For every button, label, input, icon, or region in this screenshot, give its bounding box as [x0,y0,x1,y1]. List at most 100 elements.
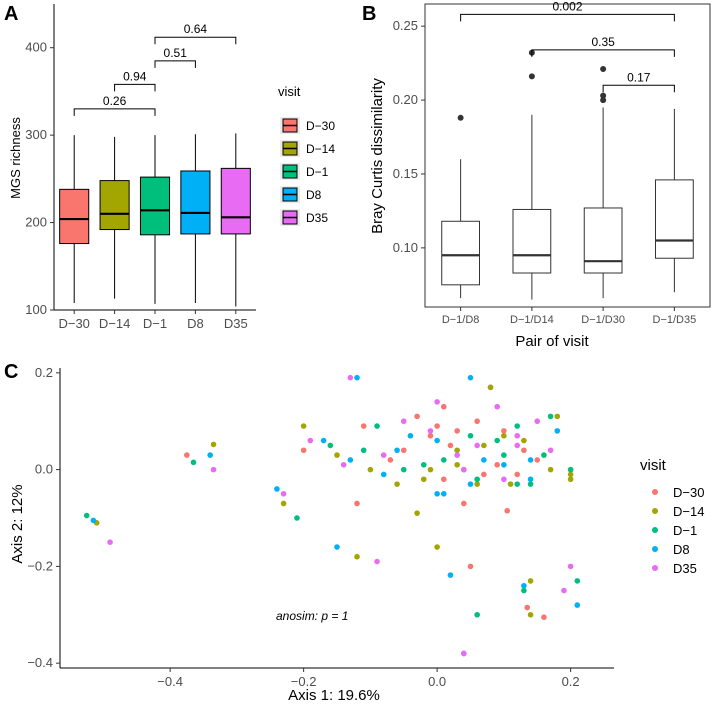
panel-c-point [387,457,394,463]
panel-c-legend-marker [652,527,658,533]
panel-a-plot: 100 200 300 400 D−30 D−14 D−1 D8 D35 0.26 0.94 0.51… [25,4,256,331]
panel-a-box [59,188,90,245]
panel-c-point [210,466,217,473]
panel-c-point [190,459,197,466]
panel-a: MGS richness 100 200 300 400 D−30 D−14 D−1 D8 D3… [8,4,335,331]
panel-c-point [434,544,440,550]
panel-a-xtick-label: D−30 [58,316,89,331]
panel-c-point [454,428,460,434]
panel-c-point [494,403,500,410]
panel-c-point [527,578,534,584]
panel-c-point [534,457,541,463]
panel-c-point [280,491,287,497]
panel-c-point [420,461,427,468]
panel-c-point [434,437,440,444]
panel-c-legend: D−30 D−14 D−1 D8 D35 [652,485,704,576]
panel-b-xtick-label: D−1/D35 [653,314,697,326]
panel-c-point [434,399,440,405]
panel-c-point [400,466,407,473]
panel-b-box [583,207,623,274]
panel-c-point [454,452,460,458]
panel-a-comparison-pvalue: 0.51 [164,46,188,60]
panel-a-legend: D−30 D−14 D−1 D8 D35 [280,117,335,226]
panel-a-box [180,170,211,235]
panel-c-point [394,447,400,454]
panel-a-legend-label: D8 [306,188,322,202]
panel-a-xtick-label: D−14 [99,316,130,331]
panel-c-point [440,476,447,483]
panel-a-ytick-label: 400 [25,40,47,55]
panel-c-point [554,413,561,420]
panel-c-point [501,428,507,434]
panel-c-legend-marker [652,508,658,514]
panel-a-xtick-label: D−1 [143,316,167,331]
panel-c-point [327,442,334,449]
panel-c-point [210,441,217,448]
panel-c-point [360,423,367,429]
panel-b-comparison-pvalue: 0.002 [552,0,582,13]
panel-c-ytick-label: −0.4 [27,655,53,670]
panel-b-outlier [457,114,464,121]
panel-c-point [514,471,521,478]
panel-c-point [514,423,521,429]
panel-c-point [524,604,531,611]
panel-c-point [521,587,527,594]
panel-c-point [461,466,467,473]
panel-c-point [400,447,407,454]
panel-a-box [99,180,130,231]
panel-c-point [340,461,347,468]
panel-c-point [447,442,454,449]
panel-c-point [207,452,213,458]
panel-a-comparison-bracket [154,60,196,68]
panel-a-ytick-label: 100 [25,302,47,317]
panel-label-c: C [4,361,18,383]
panel-c-point [334,452,340,458]
panel-c-point [504,507,511,514]
panel-c-legend-label: D−1 [673,523,697,538]
panel-c-point [374,423,380,429]
panel-c-point [307,437,314,444]
panel-c-point [414,510,420,516]
panel-c-point [107,539,113,545]
panel-c-point [474,442,480,449]
panel-c-point [90,517,97,524]
panel-c-point [547,466,554,473]
panel-a-comparison-pvalue: 0.26 [103,94,127,108]
panel-c-point [501,452,507,458]
panel-c-point [474,476,480,483]
panel-b-xtick-label: D−1/D14 [510,314,554,326]
panel-c-point [514,481,521,487]
panel-c-point [481,442,487,449]
panel-a-ylabel: MGS richness [8,117,23,199]
panel-a-box [139,176,171,236]
panel-c-point [354,500,360,507]
panel-c-plot: −0.4 −0.2 0.0 0.2 −0.4 −0.2 0.0 0.2 [27,365,614,689]
panel-a-ytick-label: 300 [25,127,47,142]
panel-c-legend-marker [652,546,658,552]
panel-c-point [354,553,360,560]
panel-a-legend-title: visit [278,84,301,99]
panel-c-point [541,614,547,620]
panel-c-point [380,452,387,458]
panel-c-point [527,457,534,463]
panel-c-point [534,418,541,425]
panel-c-point [467,432,474,439]
panel-c-ytick-label: 0.0 [35,462,53,477]
panel-a-comparison-bracket [154,36,237,45]
panel-c-point [514,432,521,439]
panel-b: Bray Curtis dissimilarity Pair of visit … [369,0,711,350]
panel-c-legend-label: D−14 [673,504,704,519]
panel-c-point [461,500,467,507]
panel-c-point [567,476,574,483]
panel-label-a: A [4,3,18,25]
panel-b-frame [424,3,711,308]
panel-c-point [347,457,354,463]
panel-b-ytick-label: 0.10 [393,240,418,255]
panel-c-point [501,461,507,468]
panel-b-outlier [600,66,607,73]
panel-c-xtick-label: −0.2 [291,674,317,689]
panel-c-point [481,471,487,478]
panel-c-point [467,374,474,381]
panel-c-point [320,437,327,444]
panel-c-point [427,466,434,473]
